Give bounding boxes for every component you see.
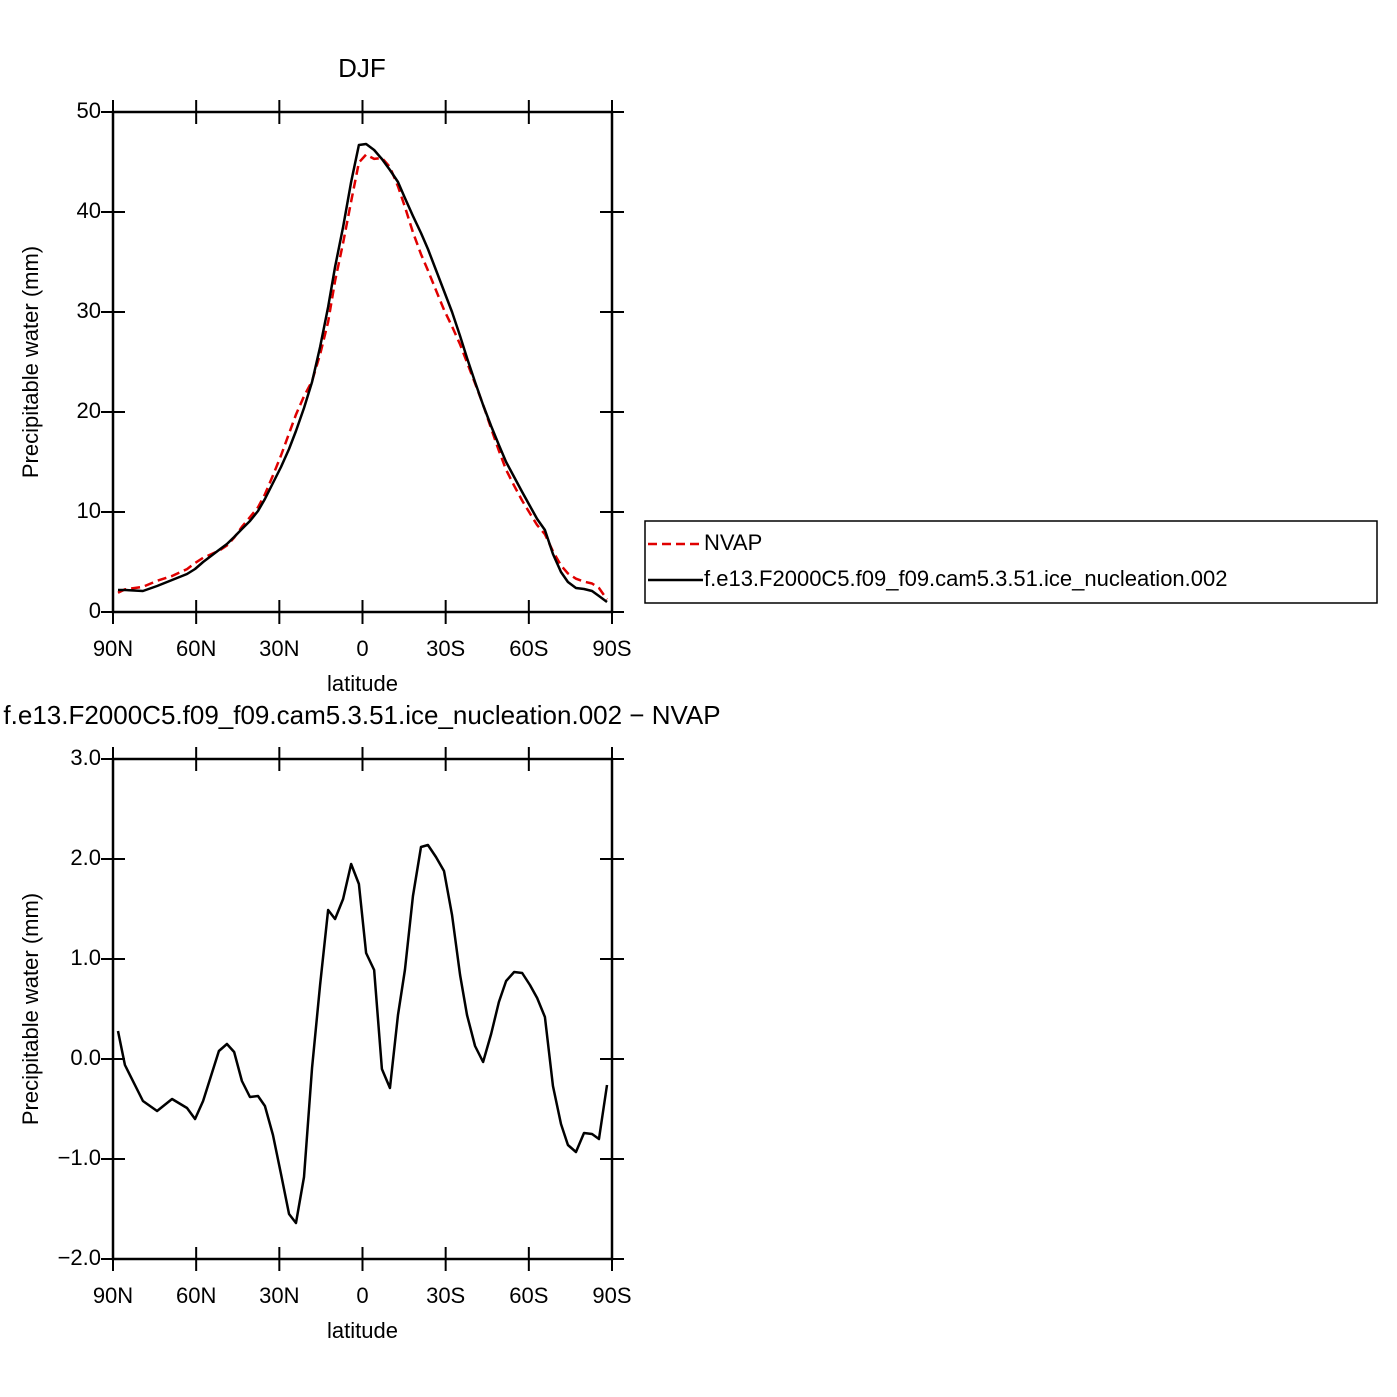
y-tick-label: 30 xyxy=(77,298,101,323)
x-axis-label: latitude xyxy=(327,671,398,696)
legend-box xyxy=(644,520,1378,604)
y-tick-label: 2.0 xyxy=(70,845,101,870)
chart-title: f.e13.F2000C5.f09_f09.cam5.3.51.ice_nucl… xyxy=(3,700,720,730)
x-tick-label: 0 xyxy=(356,636,368,661)
y-tick-label: 3.0 xyxy=(70,745,101,770)
x-tick-label: 90N xyxy=(93,1283,133,1308)
data-line xyxy=(116,843,609,1225)
y-tick-label: −1.0 xyxy=(58,1145,101,1170)
x-tick-label: 60S xyxy=(509,636,548,661)
y-axis-label: Precipitable water (mm) xyxy=(18,246,43,478)
y-axis-label: Precipitable water (mm) xyxy=(18,893,43,1125)
x-tick-label: 30N xyxy=(259,636,299,661)
x-tick-label: 90N xyxy=(93,636,133,661)
x-tick-label: 30N xyxy=(259,1283,299,1308)
x-tick-label: 60N xyxy=(176,1283,216,1308)
x-tick-label: 90S xyxy=(592,1283,631,1308)
y-tick-label: 40 xyxy=(77,198,101,223)
y-tick-label: 50 xyxy=(77,98,101,123)
x-tick-label: 60S xyxy=(509,1283,548,1308)
data-line xyxy=(117,142,608,604)
x-tick-label: 30S xyxy=(426,1283,465,1308)
y-tick-label: 10 xyxy=(77,498,101,523)
x-tick-label: 0 xyxy=(356,1283,368,1308)
y-tick-label: 20 xyxy=(77,398,101,423)
y-tick-label: 0.0 xyxy=(70,1045,101,1070)
plot-frame xyxy=(111,110,614,614)
x-tick-label: 30S xyxy=(426,636,465,661)
data-line xyxy=(117,153,609,601)
y-tick-label: 1.0 xyxy=(70,945,101,970)
x-tick-label: 90S xyxy=(592,636,631,661)
x-axis-label: latitude xyxy=(327,1318,398,1343)
x-tick-label: 60N xyxy=(176,636,216,661)
y-tick-label: 0 xyxy=(89,598,101,623)
y-tick-label: −2.0 xyxy=(58,1245,101,1270)
legend-label: f.e13.F2000C5.f09_f09.cam5.3.51.ice_nucl… xyxy=(704,566,1228,591)
plot-frame xyxy=(111,757,614,1261)
chart-title: DJF xyxy=(338,53,386,83)
legend-label: NVAP xyxy=(704,530,762,555)
